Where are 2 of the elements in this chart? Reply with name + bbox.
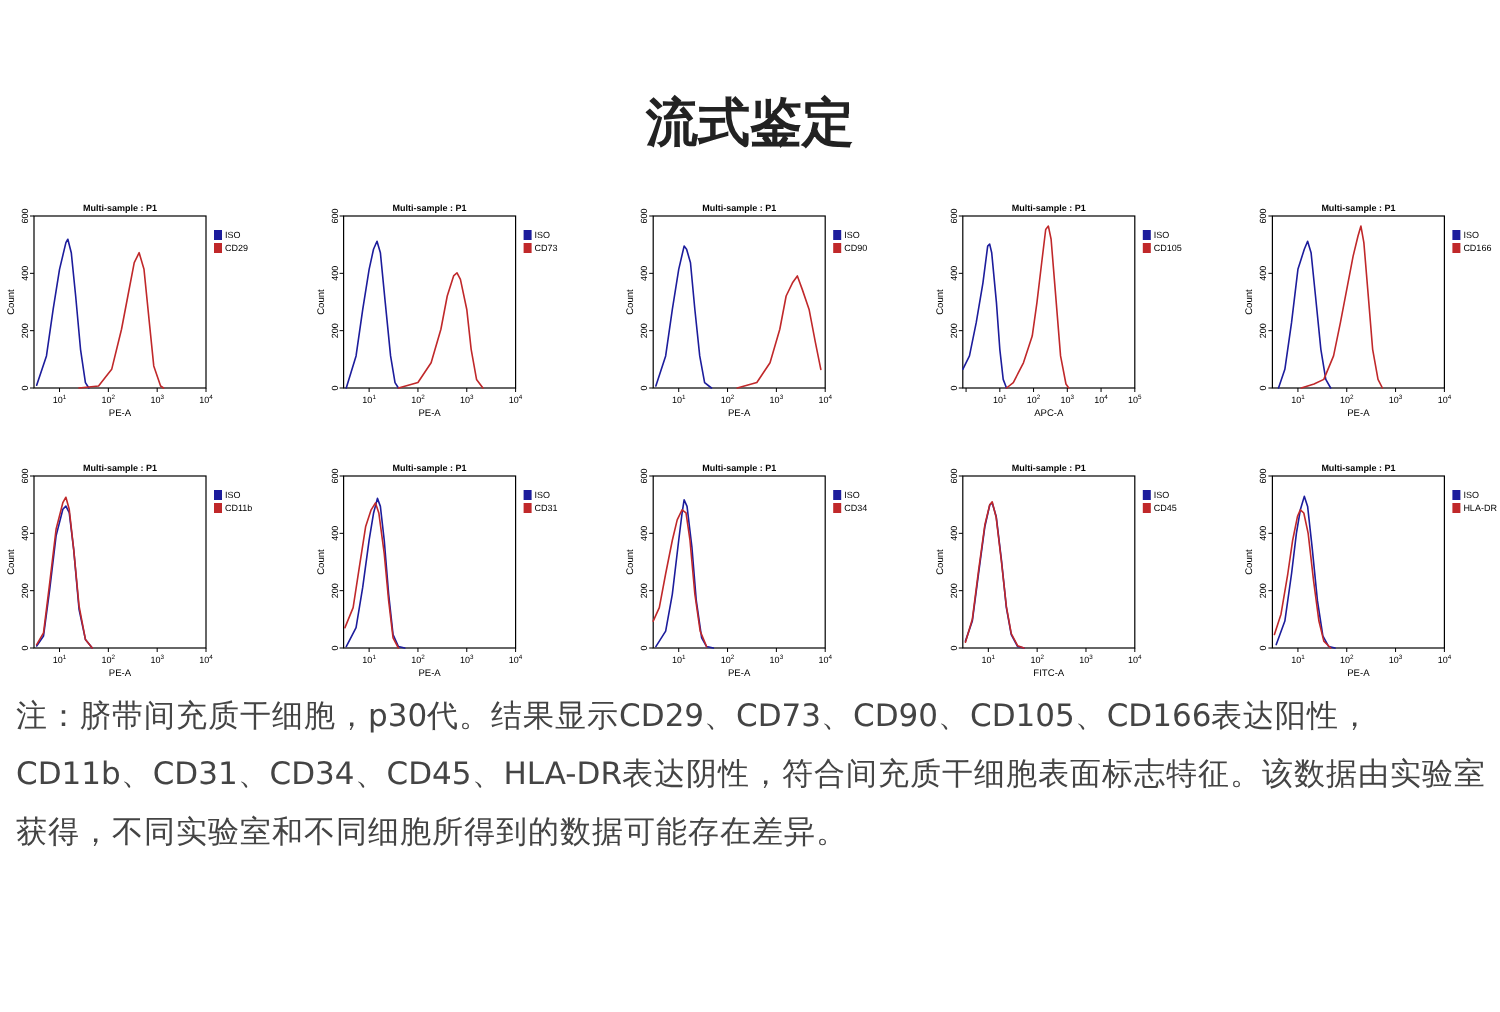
text: 注：脐带间充质干细胞，p30代。结果显示CD29、CD73、CD90、CD105、CD166表达阳性，CD11b、CD31、CD34、CD45、HLA-DR表达阴性，符合间充质干细胞表面标志特征。该数据由实验室获得，不同实验室和不同细胞所得到的数据可能存在差异。 <box>16 696 1488 854</box>
text: 流式鉴定 <box>644 94 854 154</box>
